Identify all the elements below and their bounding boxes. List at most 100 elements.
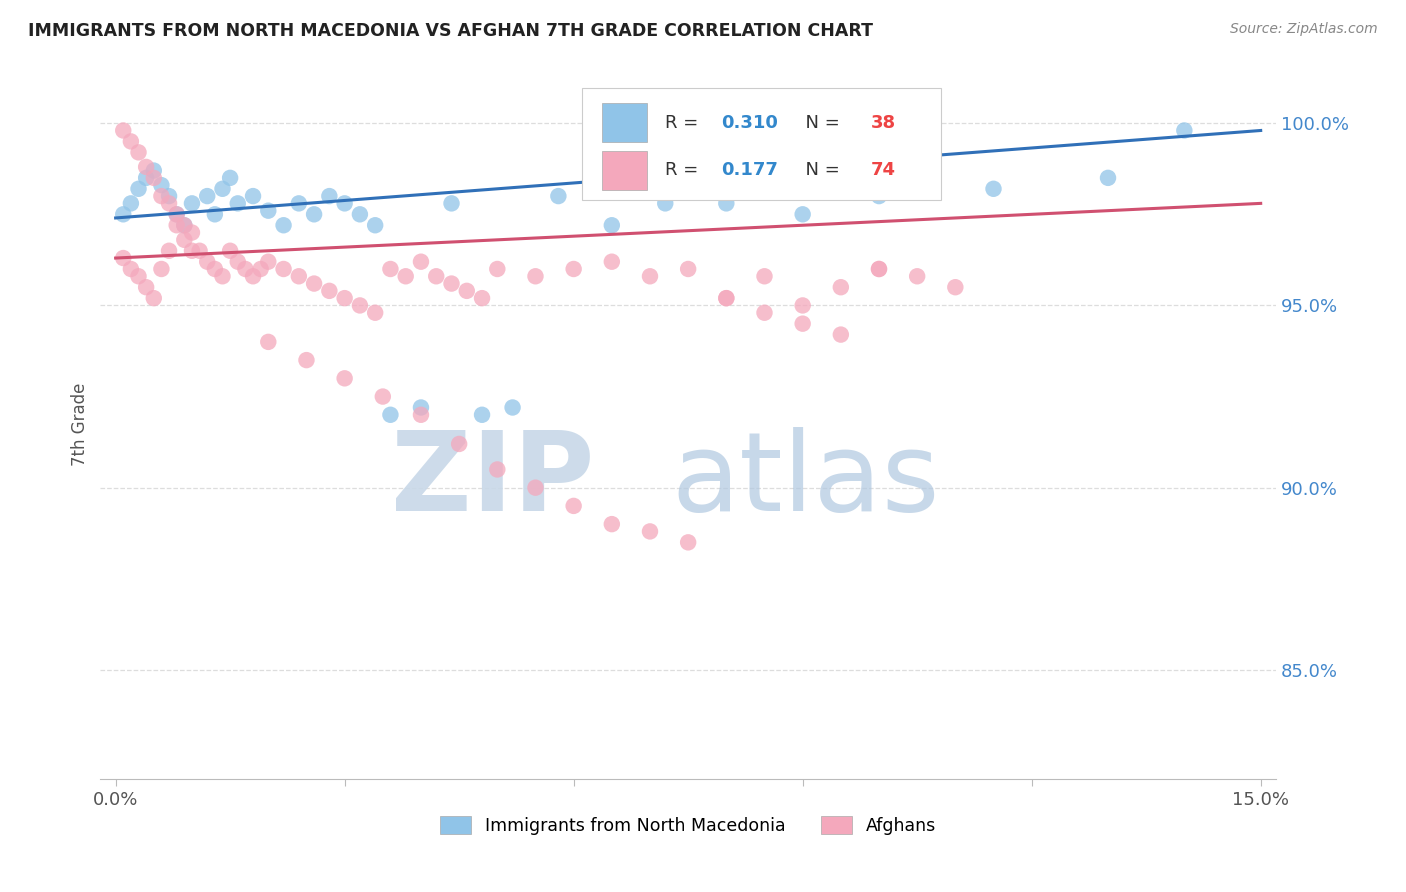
Point [302, 277, 325, 291]
Point [249, 262, 271, 277]
Point [195, 254, 218, 268]
Point [166, 207, 188, 221]
Point [150, 189, 173, 203]
Point [943, 280, 966, 294]
Point [716, 291, 738, 305]
Point [128, 182, 150, 196]
Point [395, 269, 418, 284]
Point [716, 196, 738, 211]
Point [380, 408, 402, 422]
Point [318, 189, 340, 203]
Point [409, 254, 432, 268]
Point [295, 353, 318, 368]
Point [409, 408, 432, 422]
Point [349, 298, 371, 312]
Point [120, 262, 142, 277]
Point [181, 196, 204, 211]
Point [302, 207, 325, 221]
Point [349, 207, 371, 221]
Point [112, 207, 135, 221]
Point [333, 291, 356, 305]
Point [288, 196, 311, 211]
Point [716, 291, 738, 305]
Point [547, 189, 569, 203]
Point [638, 269, 661, 284]
Legend: Immigrants from North Macedonia, Afghans: Immigrants from North Macedonia, Afghans [440, 816, 936, 835]
Point [905, 269, 928, 284]
Point [333, 196, 356, 211]
Point [638, 524, 661, 539]
Point [449, 437, 471, 451]
Point [226, 254, 249, 268]
Point [562, 262, 585, 277]
Point [112, 123, 135, 137]
Point [792, 317, 814, 331]
Point [676, 262, 699, 277]
Point [868, 262, 890, 277]
Point [120, 135, 142, 149]
Point [135, 280, 157, 294]
Point [235, 262, 257, 277]
Point [456, 284, 478, 298]
Point [157, 244, 180, 258]
Point [792, 298, 814, 312]
Point [204, 207, 226, 221]
Point [792, 207, 814, 221]
Point [188, 244, 211, 258]
Text: 38: 38 [870, 114, 896, 132]
Point [318, 284, 340, 298]
Point [112, 251, 135, 265]
FancyBboxPatch shape [582, 87, 941, 200]
Point [173, 233, 195, 247]
Text: N =: N = [794, 161, 845, 179]
Text: ZIP: ZIP [391, 427, 595, 534]
Point [120, 196, 142, 211]
Point [173, 219, 195, 233]
Point [173, 219, 195, 233]
Text: 0.177: 0.177 [721, 161, 778, 179]
Point [128, 269, 150, 284]
Point [242, 269, 264, 284]
Point [524, 481, 547, 495]
Point [166, 219, 188, 233]
Point [600, 517, 623, 532]
Point [273, 262, 295, 277]
Point [257, 254, 280, 268]
Point [219, 244, 242, 258]
Point [364, 219, 387, 233]
Point [371, 390, 394, 404]
Point [562, 499, 585, 513]
Text: 0.310: 0.310 [721, 114, 778, 132]
Point [226, 196, 249, 211]
Text: atlas: atlas [672, 427, 941, 534]
Point [471, 408, 494, 422]
FancyBboxPatch shape [602, 151, 647, 190]
Point [1097, 170, 1119, 185]
Point [219, 170, 242, 185]
Point [502, 401, 524, 415]
Point [830, 280, 852, 294]
Text: R =: R = [665, 161, 703, 179]
Point [288, 269, 311, 284]
Point [273, 219, 295, 233]
Point [181, 226, 204, 240]
Point [486, 462, 509, 476]
Point [676, 535, 699, 549]
Point [754, 306, 776, 320]
Point [157, 189, 180, 203]
Point [157, 196, 180, 211]
Point [868, 189, 890, 203]
Point [1173, 123, 1195, 137]
FancyBboxPatch shape [602, 103, 647, 143]
Point [150, 178, 173, 193]
Point [204, 262, 226, 277]
Point [654, 196, 676, 211]
Point [471, 291, 494, 305]
Point [195, 189, 218, 203]
Point [600, 219, 623, 233]
Point [128, 145, 150, 160]
Point [983, 182, 1005, 196]
Point [242, 189, 264, 203]
Point [364, 306, 387, 320]
Point [830, 327, 852, 342]
